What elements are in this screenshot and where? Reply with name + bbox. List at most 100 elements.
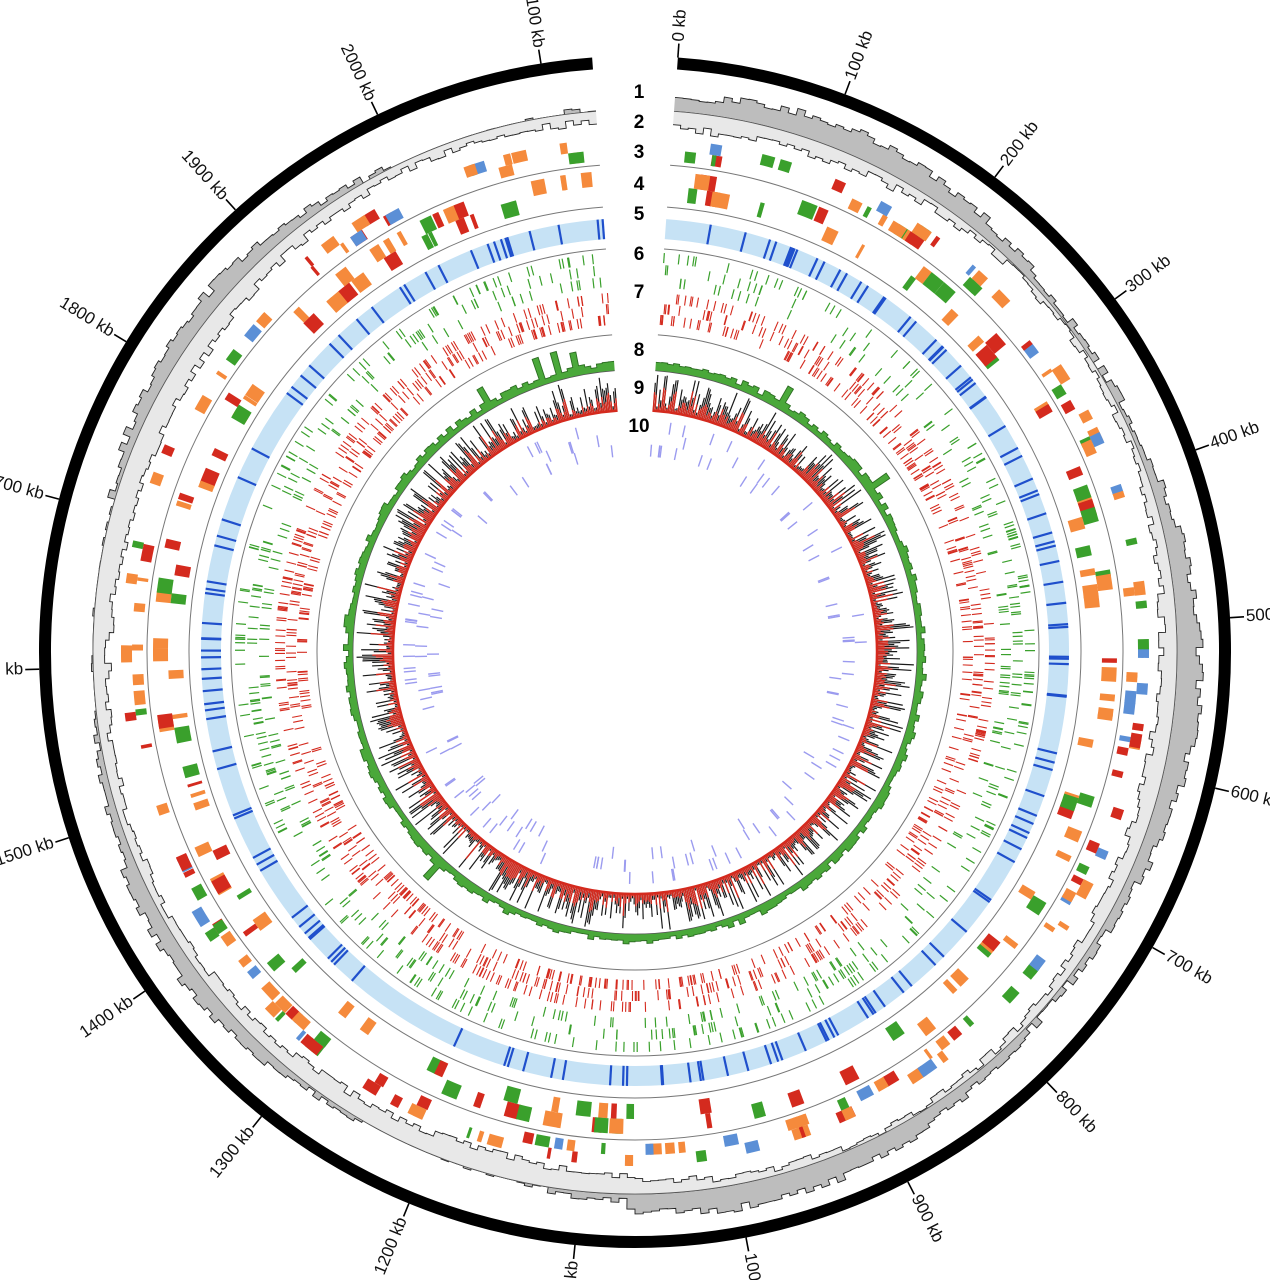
track-9-red-bar (421, 793, 440, 807)
track-7-tick (598, 315, 601, 326)
track-number-6: 6 (634, 244, 645, 265)
track-7-tick (343, 479, 353, 486)
track-3-feature (965, 279, 983, 297)
track-7-tick (387, 875, 396, 883)
track-7-tick (880, 884, 889, 893)
track-7-tick (292, 583, 303, 587)
track-9-red-bar (465, 838, 483, 860)
track-6-tick (1024, 629, 1035, 632)
track-7-tick (929, 480, 940, 486)
track-4-feature (326, 291, 348, 313)
track-7-tick (311, 746, 322, 751)
track-3-feature (261, 981, 281, 1001)
track-7-tick (275, 629, 286, 632)
track-6-tick (972, 847, 982, 854)
track-7-tick (971, 607, 982, 611)
track-9-red-bar (664, 891, 669, 912)
track-7-tick (956, 789, 967, 795)
track-7-tick (330, 794, 341, 800)
track-7-tick (850, 927, 858, 937)
track-5-tick (814, 261, 826, 281)
track-3-feature (1122, 587, 1135, 597)
track-3-feature (140, 743, 153, 749)
track-6-tick (568, 1024, 572, 1035)
track-4-feature (934, 282, 956, 304)
track-4-feature (797, 199, 818, 220)
track-3-feature (1041, 368, 1053, 378)
track-2-histogram (92, 111, 1178, 1195)
track-7-tick (917, 857, 927, 865)
track-4-feature (975, 344, 998, 367)
track-9-red-bar (739, 424, 746, 435)
track-7-tick (813, 952, 820, 962)
track-9-red-bar (419, 789, 437, 802)
track-6-tick (260, 548, 271, 553)
track-7-tick (591, 999, 594, 1010)
track-6-tick (249, 605, 260, 608)
track-4-feature (1097, 712, 1113, 719)
track-6-tick (259, 747, 270, 752)
track-7-tick (358, 438, 368, 446)
track-6-tick (961, 456, 971, 463)
track-5-tick (950, 918, 968, 933)
track-7-tick (536, 965, 541, 976)
track-10-tick (451, 509, 462, 518)
track-6-tick (788, 1010, 794, 1020)
track-9-red-bar (425, 508, 436, 516)
track-6-tick (862, 342, 870, 352)
track-6-tick (560, 1010, 564, 1021)
track-9-red-bar (568, 885, 575, 903)
track-7-tick (354, 462, 364, 470)
track-9-red-bar (394, 550, 413, 560)
track-7-tick (815, 925, 823, 935)
track-9-red-bar (810, 817, 824, 830)
track-5-tick (298, 913, 316, 928)
track-5-tick (1048, 625, 1069, 630)
track-6-tick (988, 483, 999, 490)
track-7-tick (920, 834, 930, 841)
track-5-tick (506, 236, 515, 257)
track-7-tick (472, 342, 479, 352)
track-7-tick (361, 417, 370, 425)
track-7-tick (943, 482, 954, 489)
track-9-red-bar (407, 762, 421, 770)
track-7-tick (323, 520, 333, 526)
track-7-tick (294, 574, 305, 578)
track-6-tick (668, 1028, 671, 1039)
track-6-tick (865, 329, 873, 338)
track-3-feature (1061, 887, 1077, 903)
track-4-feature (950, 968, 969, 987)
track-6-tick (316, 867, 326, 875)
track-3-feature (389, 1094, 403, 1109)
track-3-feature (161, 444, 175, 457)
track-9-red-bar (419, 791, 439, 806)
track-7-tick (452, 927, 459, 937)
track-5-tick (1046, 693, 1067, 698)
track-7-tick (973, 625, 984, 628)
track-7-tick (394, 882, 403, 891)
track-6-tick (1011, 683, 1022, 686)
track-7-tick (840, 921, 848, 930)
track-5-tick (608, 1065, 613, 1086)
track-6-tick (339, 897, 348, 905)
track-9-red-bar (568, 885, 573, 899)
track-9-red-bar (862, 565, 871, 570)
track-7-tick (959, 516, 970, 522)
track-6-tick (250, 702, 261, 705)
track-3-feature (1051, 384, 1067, 400)
track-7-tick (760, 954, 766, 965)
track-9-red-bar (544, 878, 551, 892)
track-6-tick (981, 497, 992, 503)
track-7-tick (900, 844, 910, 851)
track-6-tick (293, 493, 304, 499)
track-3-divider (146, 164, 1124, 1141)
track-5-tick (204, 700, 225, 706)
track-7-ticks (274, 293, 995, 1012)
track-7-tick (406, 893, 414, 902)
track-9-red-bar (801, 826, 811, 837)
track-5-tick (307, 923, 325, 939)
track-9-red-bar (802, 825, 810, 834)
track-7-tick (383, 393, 391, 402)
track-6-tick (479, 985, 486, 996)
track-7-tick (368, 870, 377, 878)
